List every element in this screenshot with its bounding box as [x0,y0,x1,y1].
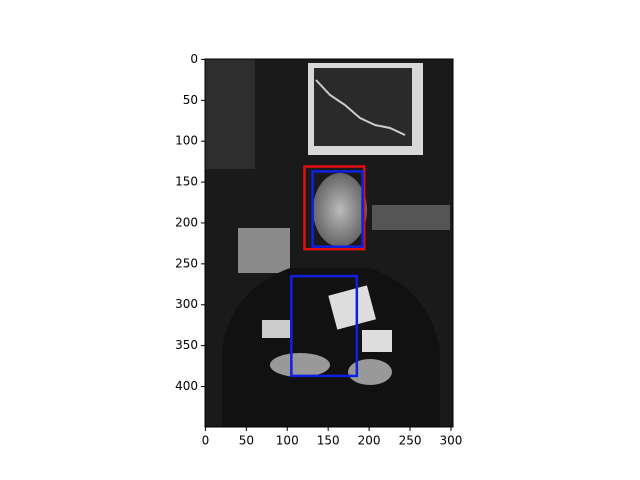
bounding-box [290,274,359,378]
y-tick-label: 350 [175,338,198,352]
x-tick-label: 300 [440,434,463,448]
y-tick-label: 150 [175,175,198,189]
y-tick-label: 100 [175,134,198,148]
x-tick-label: 150 [317,434,340,448]
bounding-box [303,165,366,251]
axes-frame [204,58,454,428]
y-tick-label: 0 [190,52,198,66]
x-tick-label: 50 [239,434,254,448]
y-tick-label: 50 [183,93,198,107]
y-tick-label: 200 [175,215,198,229]
bounding-box [311,170,364,248]
x-tick-label: 0 [202,434,210,448]
y-tick-label: 250 [175,256,198,270]
x-tick-label: 100 [276,434,299,448]
x-tick-label: 250 [399,434,422,448]
y-tick-label: 300 [175,297,198,311]
photo [205,59,453,427]
x-tick-label: 200 [358,434,381,448]
y-tick-label: 400 [175,379,198,393]
